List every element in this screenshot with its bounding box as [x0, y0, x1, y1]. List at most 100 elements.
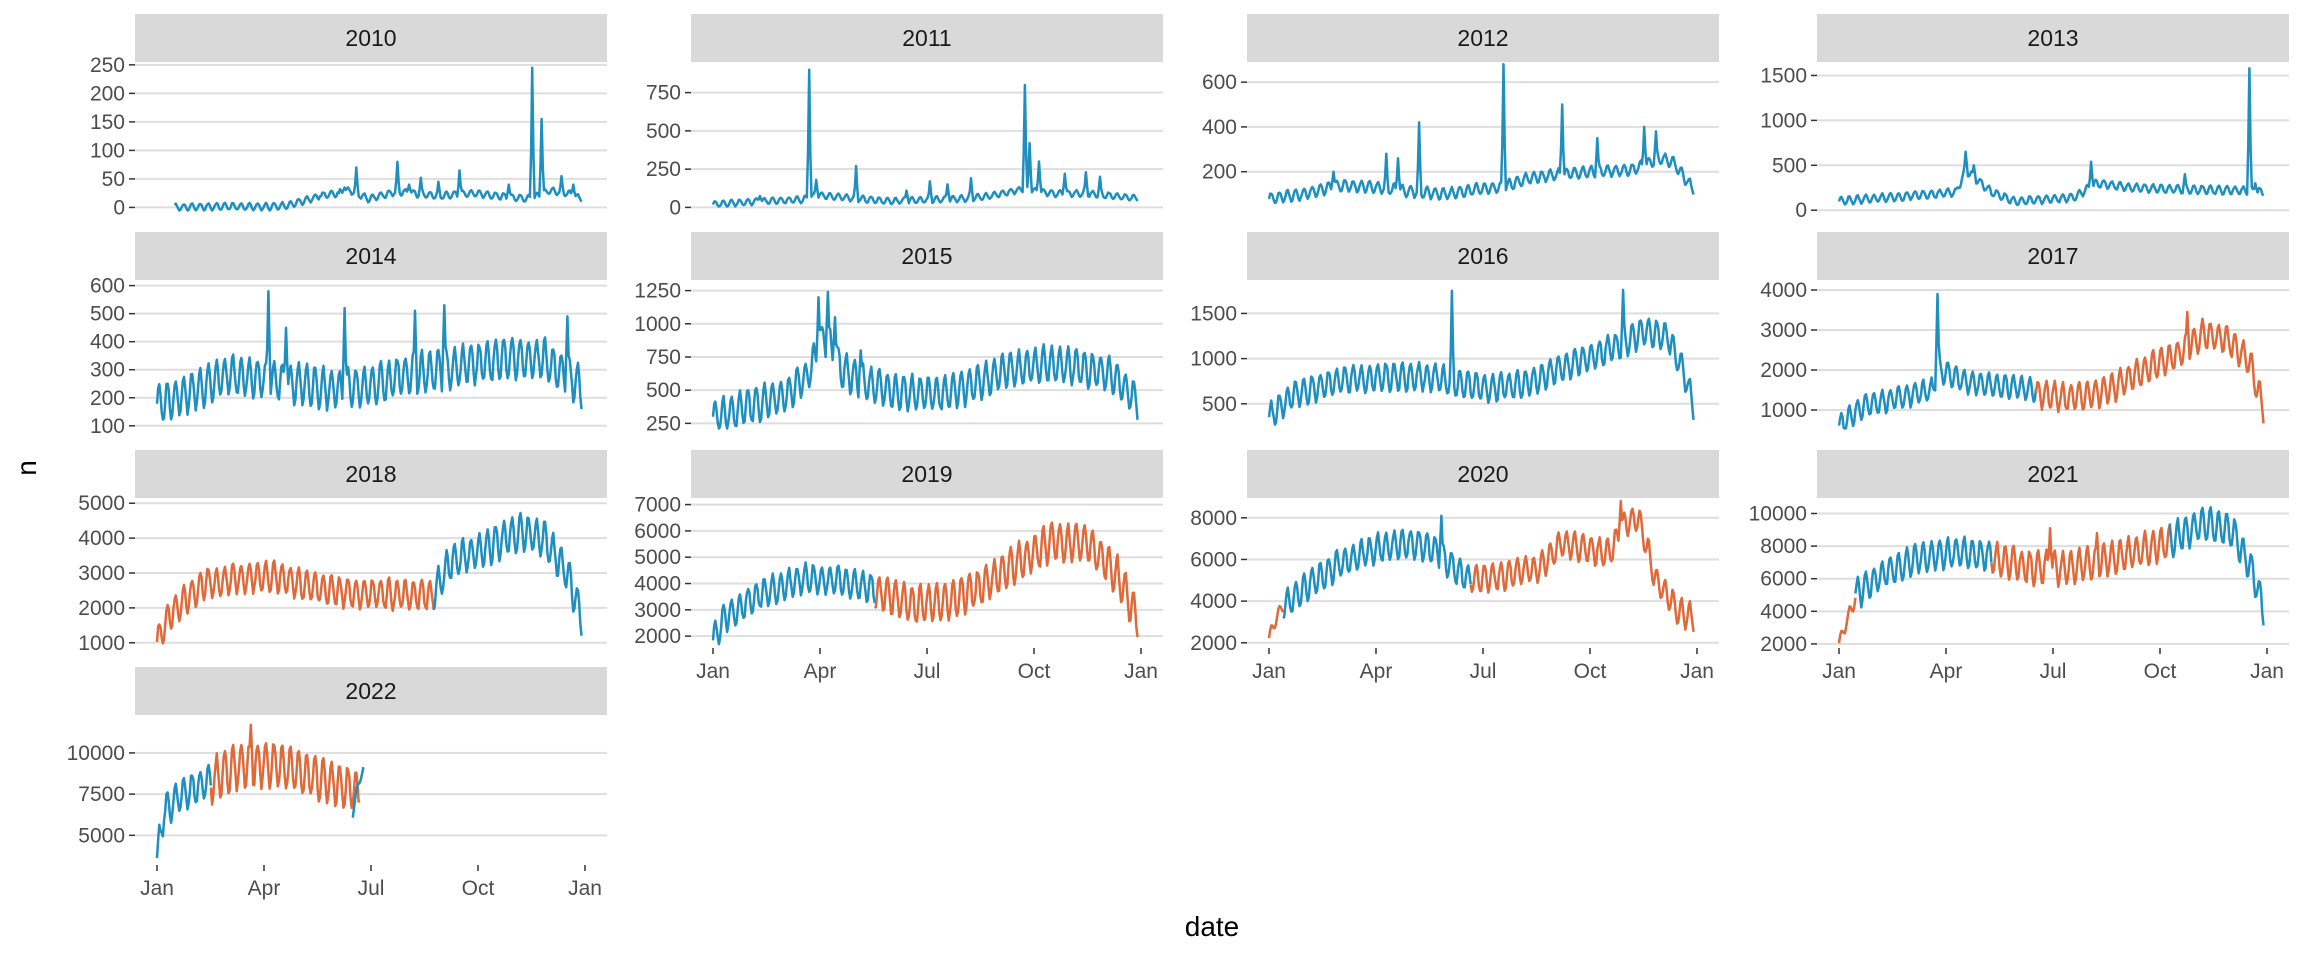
y-tick-label: 500 [646, 120, 681, 143]
x-tick-label: Oct [1574, 660, 1607, 683]
x-tick-label: Oct [462, 877, 495, 900]
facet-panel-2016: 2016 500 1000 1500 [1190, 232, 1719, 426]
facet-panel-2019: 2019 2000 3000 4000 5000 6000 7000 Jan Apr Jul Oct… [634, 450, 1163, 683]
facet-strip [135, 14, 607, 62]
y-tick-label: 500 [90, 303, 125, 326]
series-line-orange [1267, 604, 1285, 639]
facet-panel-2018: 2018 1000 2000 3000 4000 5000 [78, 450, 607, 655]
series-line-blue [1854, 535, 1993, 609]
y-tick-label: 250 [646, 412, 681, 435]
y-tick-label: 1500 [1760, 64, 1807, 87]
y-tick-label: 8000 [1760, 535, 1807, 558]
x-tick-label: Jul [2040, 660, 2067, 683]
y-tick-label: 200 [1202, 161, 1237, 184]
series-line-orange [1469, 499, 1695, 633]
y-tick-label: 200 [90, 387, 125, 410]
y-tick-label: 4000 [634, 573, 681, 596]
series-line-blue [173, 66, 583, 212]
x-tick-label: Jul [358, 877, 385, 900]
y-tick-label: 2000 [1760, 359, 1807, 382]
facet-strip [135, 450, 607, 498]
series-line-blue [1837, 67, 2265, 207]
y-tick-label: 400 [1202, 116, 1237, 139]
facet-strip-label: 2012 [1457, 25, 1508, 51]
series-line-blue [155, 289, 583, 421]
x-tick-label: Jan [140, 877, 174, 900]
y-tick-label: 4000 [1760, 279, 1807, 302]
facet-panel-2010: 2010 0 50 100 150 200 250 [90, 14, 607, 219]
y-tick-label: 10000 [1749, 502, 1807, 525]
series-line-blue [1267, 288, 1695, 426]
series-line-orange [209, 723, 360, 810]
x-tick-label: Jul [1470, 660, 1497, 683]
y-tick-label: 750 [646, 346, 681, 369]
facet-strip-label: 2020 [1457, 461, 1508, 487]
y-tick-label: 1000 [1190, 348, 1237, 371]
y-tick-label: 7000 [634, 494, 681, 517]
facet-strip [691, 14, 1163, 62]
y-tick-label: 3000 [78, 562, 125, 585]
y-tick-label: 100 [90, 415, 125, 438]
y-tick-label: 4000 [1190, 590, 1237, 613]
y-tick-label: 300 [90, 359, 125, 382]
series-line-blue [711, 290, 1139, 430]
y-tick-label: 2000 [1760, 633, 1807, 656]
facet-strip [1247, 232, 1719, 280]
series-line-orange [1837, 597, 1857, 644]
facet-strip-label: 2010 [345, 25, 396, 51]
facet-strip-label: 2014 [345, 243, 396, 269]
y-tick-label: 150 [90, 111, 125, 134]
facet-panel-2014: 2014 100 200 300 400 500 600 [90, 232, 607, 438]
facet-strip [135, 232, 607, 280]
y-tick-label: 6000 [1190, 548, 1237, 571]
facet-strip [691, 450, 1163, 498]
y-tick-label: 5000 [78, 492, 125, 515]
facet-panel-2011: 2011 0 250 500 750 [646, 14, 1163, 219]
x-tick-label: Oct [1018, 660, 1051, 683]
y-tick-label: 0 [669, 196, 681, 219]
series-line-orange [2034, 310, 2265, 424]
y-tick-label: 10000 [67, 742, 125, 765]
series-line-blue [711, 561, 877, 646]
y-tick-label: 0 [113, 196, 125, 219]
facet-strip [1247, 450, 1719, 498]
facet-panel-2012: 2012 200 400 600 [1202, 14, 1719, 205]
y-tick-label: 1000 [1760, 109, 1807, 132]
facet-strip [135, 667, 607, 715]
series-line-orange [873, 521, 1139, 638]
y-tick-label: 5000 [78, 824, 125, 847]
x-tick-label: Jan [1252, 660, 1286, 683]
series-line-orange [1990, 524, 2171, 589]
y-tick-label: 8000 [1190, 507, 1237, 530]
x-tick-label: Jan [2250, 660, 2284, 683]
facet-strip-label: 2019 [901, 461, 952, 487]
x-tick-label: Jul [914, 660, 941, 683]
y-tick-label: 7500 [78, 783, 125, 806]
y-tick-label: 1000 [634, 313, 681, 336]
facet-strip [691, 232, 1163, 280]
y-tick-label: 0 [1795, 199, 1807, 222]
facet-strip-label: 2017 [2027, 243, 2078, 269]
series-line-orange [155, 559, 435, 645]
x-tick-label: Jan [1124, 660, 1158, 683]
series-line-blue [2168, 506, 2265, 626]
facet-strip [1817, 14, 2289, 62]
y-tick-label: 6000 [1760, 568, 1807, 591]
x-tick-label: Jan [696, 660, 730, 683]
y-tick-label: 500 [1772, 154, 1807, 177]
y-tick-label: 4000 [1760, 600, 1807, 623]
y-tick-label: 600 [1202, 71, 1237, 94]
facet-panel-2015: 2015 250 500 750 1000 1250 [634, 232, 1163, 435]
facet-strip-label: 2022 [345, 678, 396, 704]
y-tick-label: 400 [90, 331, 125, 354]
facet-panel-2020: 2020 2000 4000 6000 8000 Jan Apr Jul Oct Jan [1190, 450, 1719, 683]
facet-strip [1247, 14, 1719, 62]
y-tick-label: 3000 [1760, 319, 1807, 342]
facet-strip-label: 2013 [2027, 25, 2078, 51]
series-line-blue [432, 511, 583, 636]
y-tick-label: 50 [102, 168, 125, 191]
x-tick-label: Jan [1680, 660, 1714, 683]
x-tick-label: Oct [2144, 660, 2177, 683]
facet-panel-2022: 2022 5000 7500 10000 Jan Apr Jul Oct Jan [67, 667, 607, 900]
series-line-blue [1282, 514, 1472, 620]
